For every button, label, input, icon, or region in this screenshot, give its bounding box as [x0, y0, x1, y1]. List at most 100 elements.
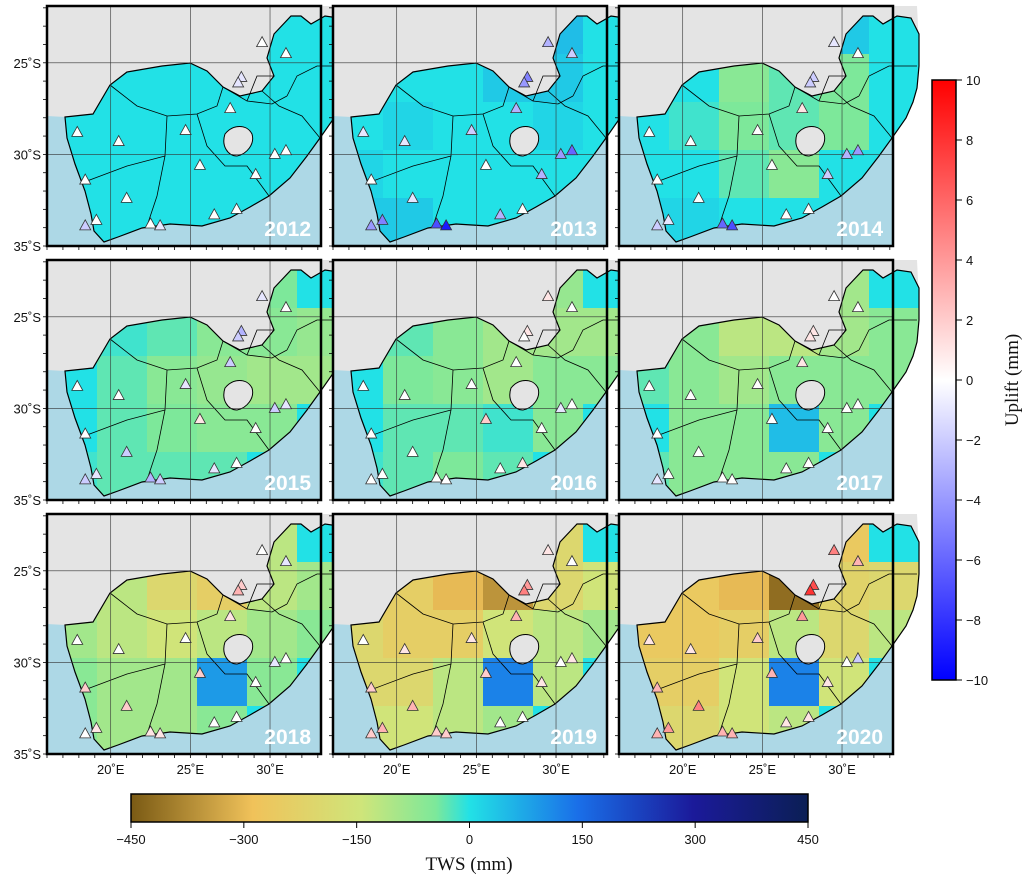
x-tick-label: 20˚E: [669, 762, 697, 777]
gps-station-marker: [565, 300, 579, 313]
province-border: [286, 319, 345, 351]
gps-station-marker: [821, 675, 834, 687]
gps-station-marker: [643, 125, 656, 137]
gps-station-marker: [112, 134, 125, 146]
gps-station-marker: [692, 699, 705, 711]
province-border: [372, 663, 452, 690]
gps-station-marker: [821, 167, 834, 179]
tws-cell: [719, 610, 770, 659]
gps-station-marker: [279, 554, 293, 567]
gps-station-marker: [516, 710, 529, 722]
gps-station-marker: [179, 377, 192, 389]
province-border: [246, 75, 274, 102]
uplift-colorbar-tick-label: 6: [966, 193, 973, 208]
gps-station-marker: [765, 412, 779, 424]
gps-station-marker: [479, 412, 493, 424]
gps-station-marker: [357, 125, 370, 137]
panel-frame: [617, 258, 895, 502]
x-tick-label: 20˚E: [383, 762, 411, 777]
x-tick-label: 20˚E: [97, 762, 125, 777]
gps-station-marker: [662, 467, 675, 479]
uplift-colorbar-tick-label: −6: [966, 553, 981, 568]
gps-station-marker: [803, 76, 817, 88]
gps-station-marker: [780, 716, 793, 728]
gps-station-marker: [430, 471, 443, 483]
province-border: [222, 594, 288, 613]
y-tick-label: 35˚S: [14, 493, 42, 508]
gps-station-marker: [554, 401, 567, 413]
province-border: [658, 663, 738, 690]
gps-station-marker: [643, 633, 656, 645]
tws-cell: [147, 610, 198, 659]
province-border: [681, 592, 796, 625]
gps-station-marker: [479, 158, 493, 170]
gps-station-marker: [651, 173, 664, 185]
province-border: [286, 65, 345, 97]
year-label: 2017: [836, 472, 883, 495]
gps-station-marker: [79, 473, 92, 485]
gps-station-marker: [268, 655, 281, 667]
tws-cell: [197, 658, 248, 707]
gps-station-marker: [231, 76, 245, 88]
gps-station-marker: [365, 427, 378, 439]
tws-cell: [769, 150, 820, 199]
gps-station-marker: [90, 721, 103, 733]
gps-station-marker: [803, 330, 817, 342]
tws-cell: [147, 404, 198, 453]
province-border: [532, 329, 560, 356]
year-label: 2012: [264, 218, 311, 241]
province-border: [833, 598, 893, 647]
gps-station-marker: [398, 134, 411, 146]
province-border: [286, 573, 345, 605]
province-border: [395, 84, 510, 117]
tws-cell: [719, 404, 770, 453]
y-tick-label: 25˚S: [14, 56, 42, 71]
gps-station-marker: [376, 721, 389, 733]
lesotho: [795, 380, 826, 411]
gps-station-marker: [716, 725, 729, 737]
gps-station-marker: [231, 584, 245, 596]
province-border: [681, 84, 796, 117]
tws-cell: [147, 150, 198, 199]
province-border: [146, 369, 168, 481]
province-border: [858, 573, 917, 605]
province-border: [146, 623, 168, 735]
gps-station-marker: [406, 445, 419, 457]
tws-colorbar: −450 −300 −150 0 150 300 450 TWS (mm): [116, 793, 819, 875]
gps-station-marker: [565, 397, 579, 410]
lesotho: [795, 126, 826, 157]
gps-station-marker: [398, 642, 411, 654]
panel-frame: [617, 4, 895, 248]
x-tick-label: 30˚E: [542, 762, 570, 777]
gps-station-marker: [255, 289, 269, 302]
gps-station-marker: [535, 167, 548, 179]
gps-station-marker: [796, 101, 809, 113]
lesotho: [509, 126, 540, 157]
tws-cell: [819, 356, 870, 405]
tws-cell: [433, 404, 484, 453]
gps-station-marker: [365, 727, 378, 739]
gps-station-marker: [208, 462, 221, 474]
neighbouring-land: [619, 6, 919, 117]
province-border: [547, 598, 607, 647]
gps-station-marker: [541, 543, 555, 556]
province-border: [109, 592, 224, 625]
panel-frame: [617, 512, 895, 756]
province-border: [246, 329, 274, 356]
uplift-colorbar-title: Uplift (mm): [1002, 334, 1023, 426]
gps-station-marker: [516, 456, 529, 468]
province-border: [572, 573, 631, 605]
gps-station-marker: [692, 445, 705, 457]
panel-frame: [331, 4, 609, 248]
gps-station-marker: [439, 219, 453, 231]
tws-cell: [533, 610, 584, 659]
tws-cell: [247, 102, 298, 151]
neighbouring-land: [47, 6, 347, 117]
province-border: [222, 86, 288, 105]
province-border: [86, 663, 166, 690]
gps-station-marker: [851, 554, 865, 567]
province-border: [261, 344, 321, 393]
gps-station-marker: [153, 473, 167, 485]
gps-station-marker: [398, 388, 411, 400]
